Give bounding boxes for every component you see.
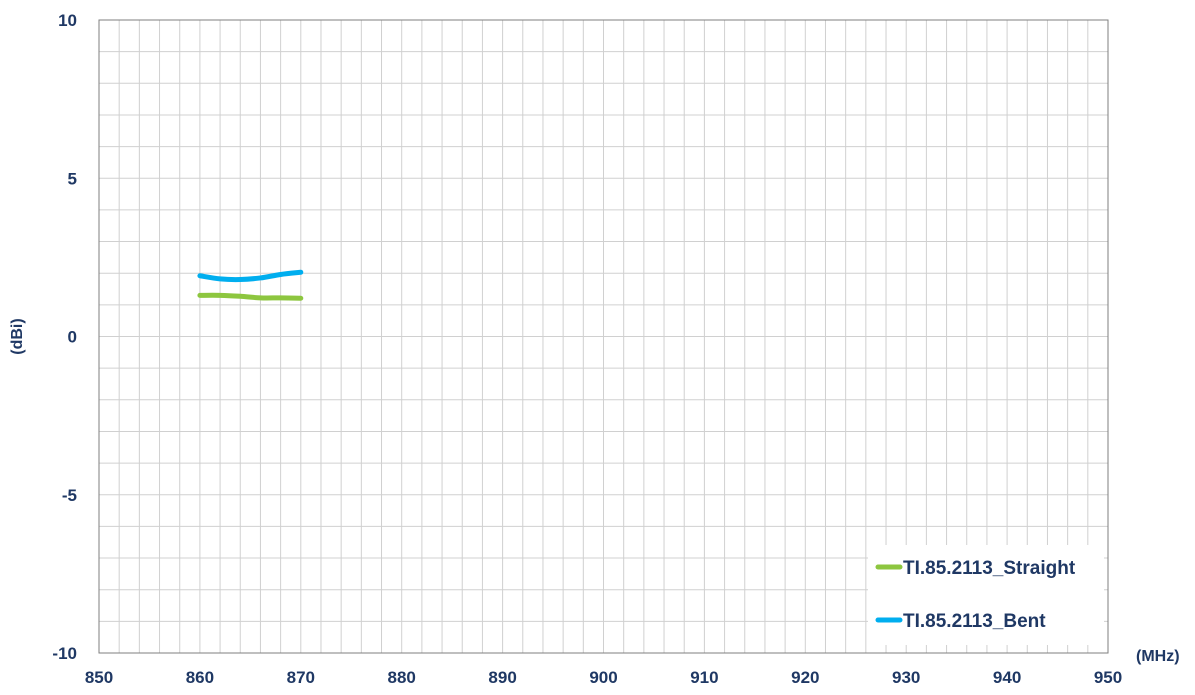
y-axis-label: (dBi) xyxy=(9,318,26,354)
x-tick-label: 860 xyxy=(186,668,214,687)
y-tick-label: 5 xyxy=(68,169,77,188)
x-axis-ticks: 850 860 870 880 890 900 910 920 930 940 950 xyxy=(85,668,1122,687)
y-tick-label: -5 xyxy=(62,486,77,505)
y-tick-label: 0 xyxy=(68,328,77,347)
series-layer xyxy=(197,269,304,301)
y-tick-label: -10 xyxy=(52,644,77,663)
grid xyxy=(98,19,1109,654)
x-tick-label: 890 xyxy=(488,668,516,687)
legend-box xyxy=(868,545,1104,645)
x-axis-label: (MHz) xyxy=(1136,648,1180,665)
x-tick-label: 880 xyxy=(388,668,416,687)
y-axis-ticks: 10 5 0 -5 -10 xyxy=(52,11,77,663)
x-tick-label: 940 xyxy=(993,668,1021,687)
x-tick-label: 900 xyxy=(589,668,617,687)
x-tick-label: 950 xyxy=(1094,668,1122,687)
plot-area xyxy=(98,19,1109,654)
x-tick-label: 910 xyxy=(690,668,718,687)
legend-label-bent: TI.85.2113_Bent xyxy=(903,611,1046,632)
series-line-0 xyxy=(197,292,304,301)
series-line-1 xyxy=(197,269,304,283)
legend-label-straight: TI.85.2113_Straight xyxy=(903,558,1076,579)
x-tick-label: 850 xyxy=(85,668,113,687)
x-tick-label: 930 xyxy=(892,668,920,687)
y-tick-label: 10 xyxy=(58,11,77,30)
x-tick-label: 920 xyxy=(791,668,819,687)
x-tick-label: 870 xyxy=(287,668,315,687)
legend: TI.85.2113_Straight TI.85.2113_Bent xyxy=(868,545,1104,645)
